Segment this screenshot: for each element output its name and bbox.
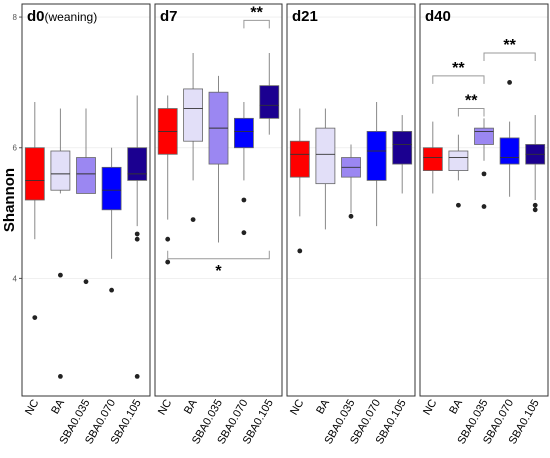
box-BA	[315, 108, 336, 230]
bracket-line	[167, 250, 270, 260]
box-iqr	[448, 150, 469, 172]
box-SBA0.105	[127, 95, 148, 379]
outlier-point	[190, 217, 196, 223]
box-iqr	[127, 147, 148, 181]
bracket-line	[432, 75, 485, 84]
box-SBA0.035	[76, 108, 96, 285]
box-iqr	[366, 130, 387, 181]
outlier-point	[241, 230, 247, 236]
significance-bracket: *	[167, 250, 270, 280]
x-tick-label: BA	[447, 397, 465, 416]
bracket-line	[483, 52, 536, 61]
outlier-point	[83, 279, 89, 285]
box-iqr	[233, 117, 254, 149]
y-axis-label: Shannon	[1, 168, 18, 232]
panel-title: d7	[160, 8, 178, 25]
box-SBA0.070	[101, 147, 122, 293]
box-iqr	[422, 147, 443, 172]
box-NC	[157, 95, 178, 265]
x-tick-label: BA	[49, 397, 67, 416]
box-SBA0.105	[259, 53, 280, 135]
panel-subtitle: (weaning)	[45, 10, 98, 24]
box-BA	[50, 108, 71, 379]
box-SBA0.105	[525, 115, 546, 213]
x-tick-label: NC	[421, 397, 439, 417]
significance-bracket: **	[243, 4, 270, 29]
box-NC	[24, 102, 45, 320]
significance-label: **	[452, 60, 465, 77]
significance-bracket: **	[483, 37, 536, 61]
panel-title: d40	[425, 8, 451, 25]
significance-label: **	[503, 37, 516, 54]
outlier-point	[532, 202, 538, 208]
box-SBA0.070	[499, 80, 520, 197]
bracket-line	[457, 108, 485, 117]
outlier-point	[58, 272, 63, 278]
box-iqr	[183, 88, 204, 142]
box-SBA0.035	[208, 75, 229, 243]
outlier-point	[456, 202, 461, 208]
outlier-point	[109, 287, 114, 293]
box-iqr	[101, 166, 122, 211]
box-iqr	[76, 157, 96, 194]
panel-title: d21	[292, 8, 318, 25]
significance-label: **	[465, 93, 478, 110]
box-iqr	[315, 127, 336, 185]
x-tick-label: NC	[288, 397, 306, 417]
box-SBA0.105	[392, 115, 413, 194]
significance-bracket: **	[457, 93, 485, 117]
box-iqr	[499, 137, 520, 165]
y-tick-label: 6	[13, 144, 18, 153]
panel-frame	[419, 3, 549, 397]
box-SBA0.035	[341, 144, 361, 219]
box-NC	[289, 108, 310, 254]
y-tick-label: 4	[13, 274, 18, 283]
box-BA	[448, 134, 469, 208]
outlier-point	[32, 315, 38, 320]
outlier-point	[241, 197, 247, 203]
y-tick-label: 8	[13, 13, 18, 22]
outlier-point	[165, 236, 171, 242]
panel-title: d0(weaning)	[27, 8, 97, 25]
outlier-point	[481, 204, 487, 209]
outlier-point	[58, 374, 63, 379]
significance-label: *	[215, 263, 222, 280]
box-SBA0.070	[233, 102, 254, 236]
outlier-point	[532, 207, 538, 213]
outlier-point	[165, 259, 171, 265]
box-iqr	[289, 140, 310, 178]
x-tick-label: NC	[156, 397, 174, 417]
panel-frame	[154, 3, 283, 397]
outlier-point	[297, 248, 303, 254]
box-iqr	[50, 150, 71, 191]
x-tick-label: BA	[314, 397, 332, 416]
box-SBA0.070	[366, 102, 387, 227]
significance-bracket: **	[432, 60, 485, 84]
box-iqr	[474, 127, 494, 145]
x-tick-label: BA	[182, 397, 200, 416]
outlier-point	[134, 236, 140, 242]
outlier-point	[134, 374, 140, 379]
box-NC	[422, 121, 443, 194]
outlier-point	[134, 231, 140, 237]
panel-frame	[286, 3, 416, 397]
outlier-point	[507, 80, 512, 85]
box-BA	[183, 53, 204, 223]
panel-frame	[21, 3, 151, 397]
box-iqr	[392, 130, 413, 165]
outlier-point	[481, 171, 487, 177]
box-SBA0.035	[474, 118, 494, 209]
outlier-point	[348, 213, 354, 219]
box-iqr	[259, 85, 280, 119]
x-tick-label: NC	[23, 397, 41, 417]
significance-label: **	[250, 4, 263, 21]
bracket-line	[243, 19, 270, 29]
box-iqr	[24, 147, 45, 201]
